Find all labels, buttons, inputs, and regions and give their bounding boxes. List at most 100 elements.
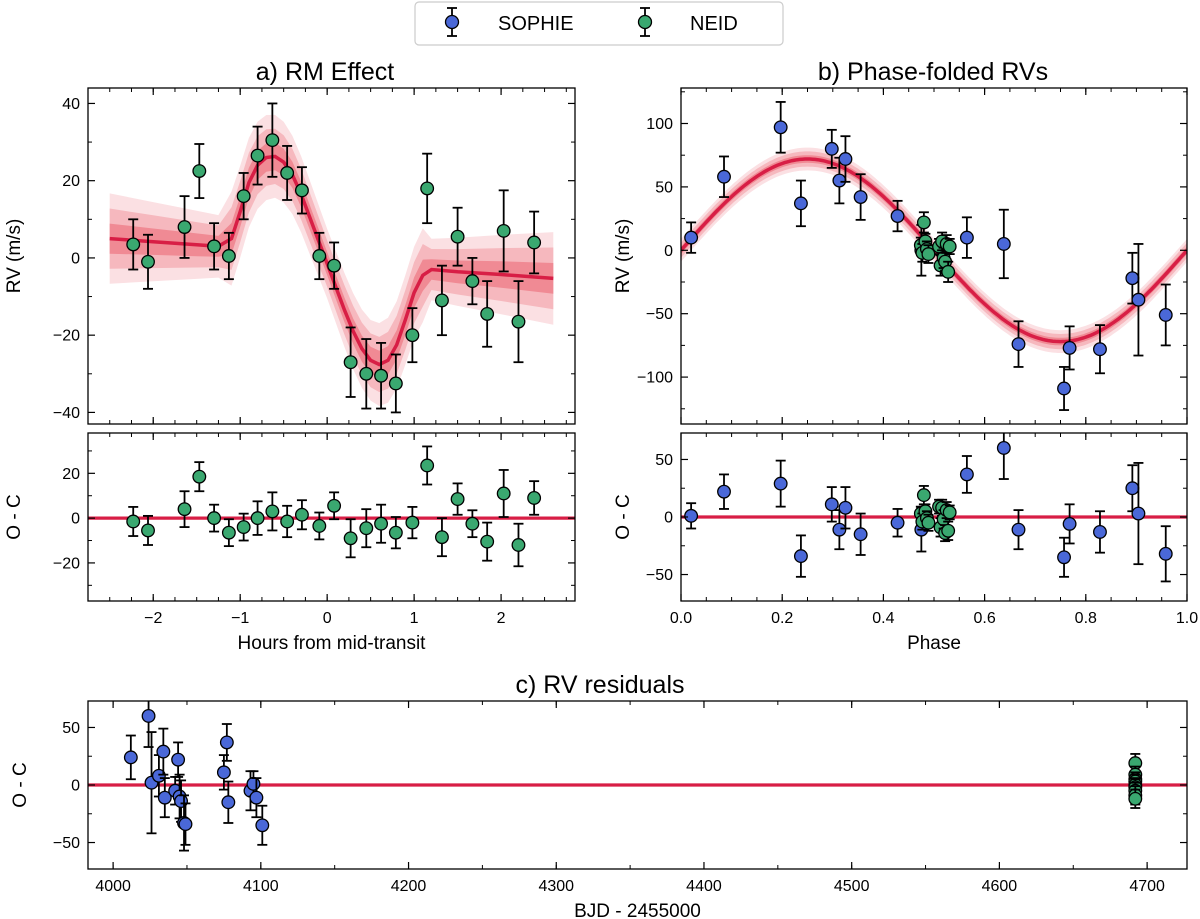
phase_resid-neid-point-13 (942, 504, 957, 521)
phase_resid-sophie-point-15 (1093, 510, 1107, 554)
data-point (1131, 292, 1146, 307)
data-point (1011, 522, 1026, 537)
phase_resid-sophie-point-16 (1125, 464, 1140, 513)
data-point (996, 441, 1011, 455)
rm_resid-neid-point-20 (450, 482, 465, 516)
phase-sophie-point-6 (838, 135, 853, 183)
rm-neid-point-13 (343, 326, 358, 398)
rm_resid-plot-area (88, 445, 575, 568)
time_resid-sophie-point-13 (219, 723, 234, 762)
rm-ylabel: RV (m/s) (4, 219, 25, 294)
data-point (249, 790, 264, 805)
data-point (434, 293, 449, 308)
x-tick-label: −2 (144, 610, 162, 627)
data-point (793, 549, 808, 564)
phase-sophie-point-14 (1062, 325, 1077, 371)
phase_resid-sophie-point-2 (773, 459, 788, 508)
x-tick-label: 4300 (538, 878, 574, 895)
data-point (126, 514, 141, 529)
x-tick-label: 0.2 (771, 610, 793, 627)
time_resid-sophie-point-4 (156, 727, 171, 776)
legend-label-sophie: SOPHIE (498, 13, 574, 35)
data-point (221, 249, 236, 263)
phase-residuals-plot: −50 0 50 0.0 0.2 0.4 0.6 0.8 1.0 O - C Phase (613, 432, 1198, 654)
y-tick-label: −100 (637, 370, 673, 387)
rm_resid-neid-point-21 (465, 509, 480, 539)
data-point (717, 169, 731, 184)
phase_resid-sophie-point-4 (824, 486, 839, 523)
rm-neid-point-20 (450, 206, 465, 267)
data-point (265, 504, 280, 519)
phase_resid-sophie-point-13 (1057, 536, 1071, 578)
rm_resid-neid-point-12 (327, 491, 342, 521)
data-point (838, 500, 853, 515)
data-point (684, 508, 699, 523)
rm-effect-plot: −40 −20 0 20 40 RV (m/s) (4, 87, 576, 425)
phase_resid-neid-point-2 (916, 485, 931, 506)
phase-series-sophie (684, 101, 1173, 411)
x-tick-label: 4200 (391, 878, 427, 895)
data-point (192, 164, 207, 178)
rm_resid-neid-point-22 (480, 521, 495, 562)
data-point (157, 790, 172, 805)
time_resid-series-neid (1128, 753, 1143, 809)
time_resid-xlabel: BJD - 2455000 (574, 901, 701, 919)
rm-plot-area (109, 102, 554, 414)
phase-ylabel: RV (m/s) (613, 219, 634, 294)
data-point (480, 306, 495, 321)
data-point (420, 181, 435, 196)
y-tick-label: 20 (62, 466, 80, 483)
phase_resid-neid-point-12 (941, 520, 956, 541)
data-point (246, 776, 261, 791)
y-tick-label: 0 (71, 250, 80, 267)
rm-residuals-plot: −20 0 20 −2 −1 0 1 2 O - C Hours from mid-transit (4, 432, 576, 654)
data-point (1158, 546, 1173, 561)
data-point (359, 521, 374, 536)
data-point (773, 120, 788, 135)
phase_resid-sophie-point-6 (838, 486, 853, 530)
phase_resid-sophie-point-14 (1062, 503, 1077, 545)
rm_resid-neid-point-9 (280, 504, 295, 539)
y-tick-label: 100 (646, 116, 673, 133)
data-point (916, 488, 931, 503)
data-point (511, 314, 526, 329)
y-tick-label: 0 (71, 511, 80, 528)
data-point (853, 190, 868, 204)
data-point (374, 516, 389, 531)
data-point (511, 538, 526, 552)
data-point (141, 523, 155, 538)
data-point (480, 534, 495, 549)
phase-sophie-point-4 (824, 128, 839, 169)
data-point (312, 519, 327, 533)
x-tick-label: 2 (497, 610, 506, 627)
data-point (221, 795, 236, 810)
rm_resid-neid-point-24 (511, 522, 526, 568)
data-point (141, 254, 155, 269)
rm-frame (87, 87, 576, 425)
data-point (717, 484, 731, 499)
data-point (255, 818, 270, 833)
rm_resid-series-neid (126, 445, 542, 568)
phase-sophie-point-10 (959, 216, 974, 259)
rm_resid-neid-point-17 (405, 506, 420, 540)
rm-neid-point-25 (527, 210, 542, 275)
data-point (1131, 506, 1146, 521)
legend-marker-sophie (444, 7, 460, 37)
data-point (942, 505, 957, 520)
rm-neid-point-8 (265, 102, 280, 178)
phase-sophie-point-2 (773, 101, 788, 154)
rm-neid-point-19 (434, 264, 449, 337)
phase-sophie-point-3 (793, 179, 808, 228)
rm_resid-neid-point-3 (192, 461, 207, 493)
data-point (941, 264, 956, 279)
data-point (177, 502, 192, 517)
phase-neid-point-12 (941, 260, 956, 283)
time_resid-series-sophie (123, 701, 270, 852)
x-tick-label: 4700 (1129, 878, 1165, 895)
y-tick-label: −40 (53, 405, 80, 422)
time_resid-sophie-point-17 (249, 777, 264, 819)
rm_resid-neid-point-23 (496, 469, 511, 518)
data-point (236, 189, 251, 204)
legend-dot-sophie (444, 14, 460, 30)
